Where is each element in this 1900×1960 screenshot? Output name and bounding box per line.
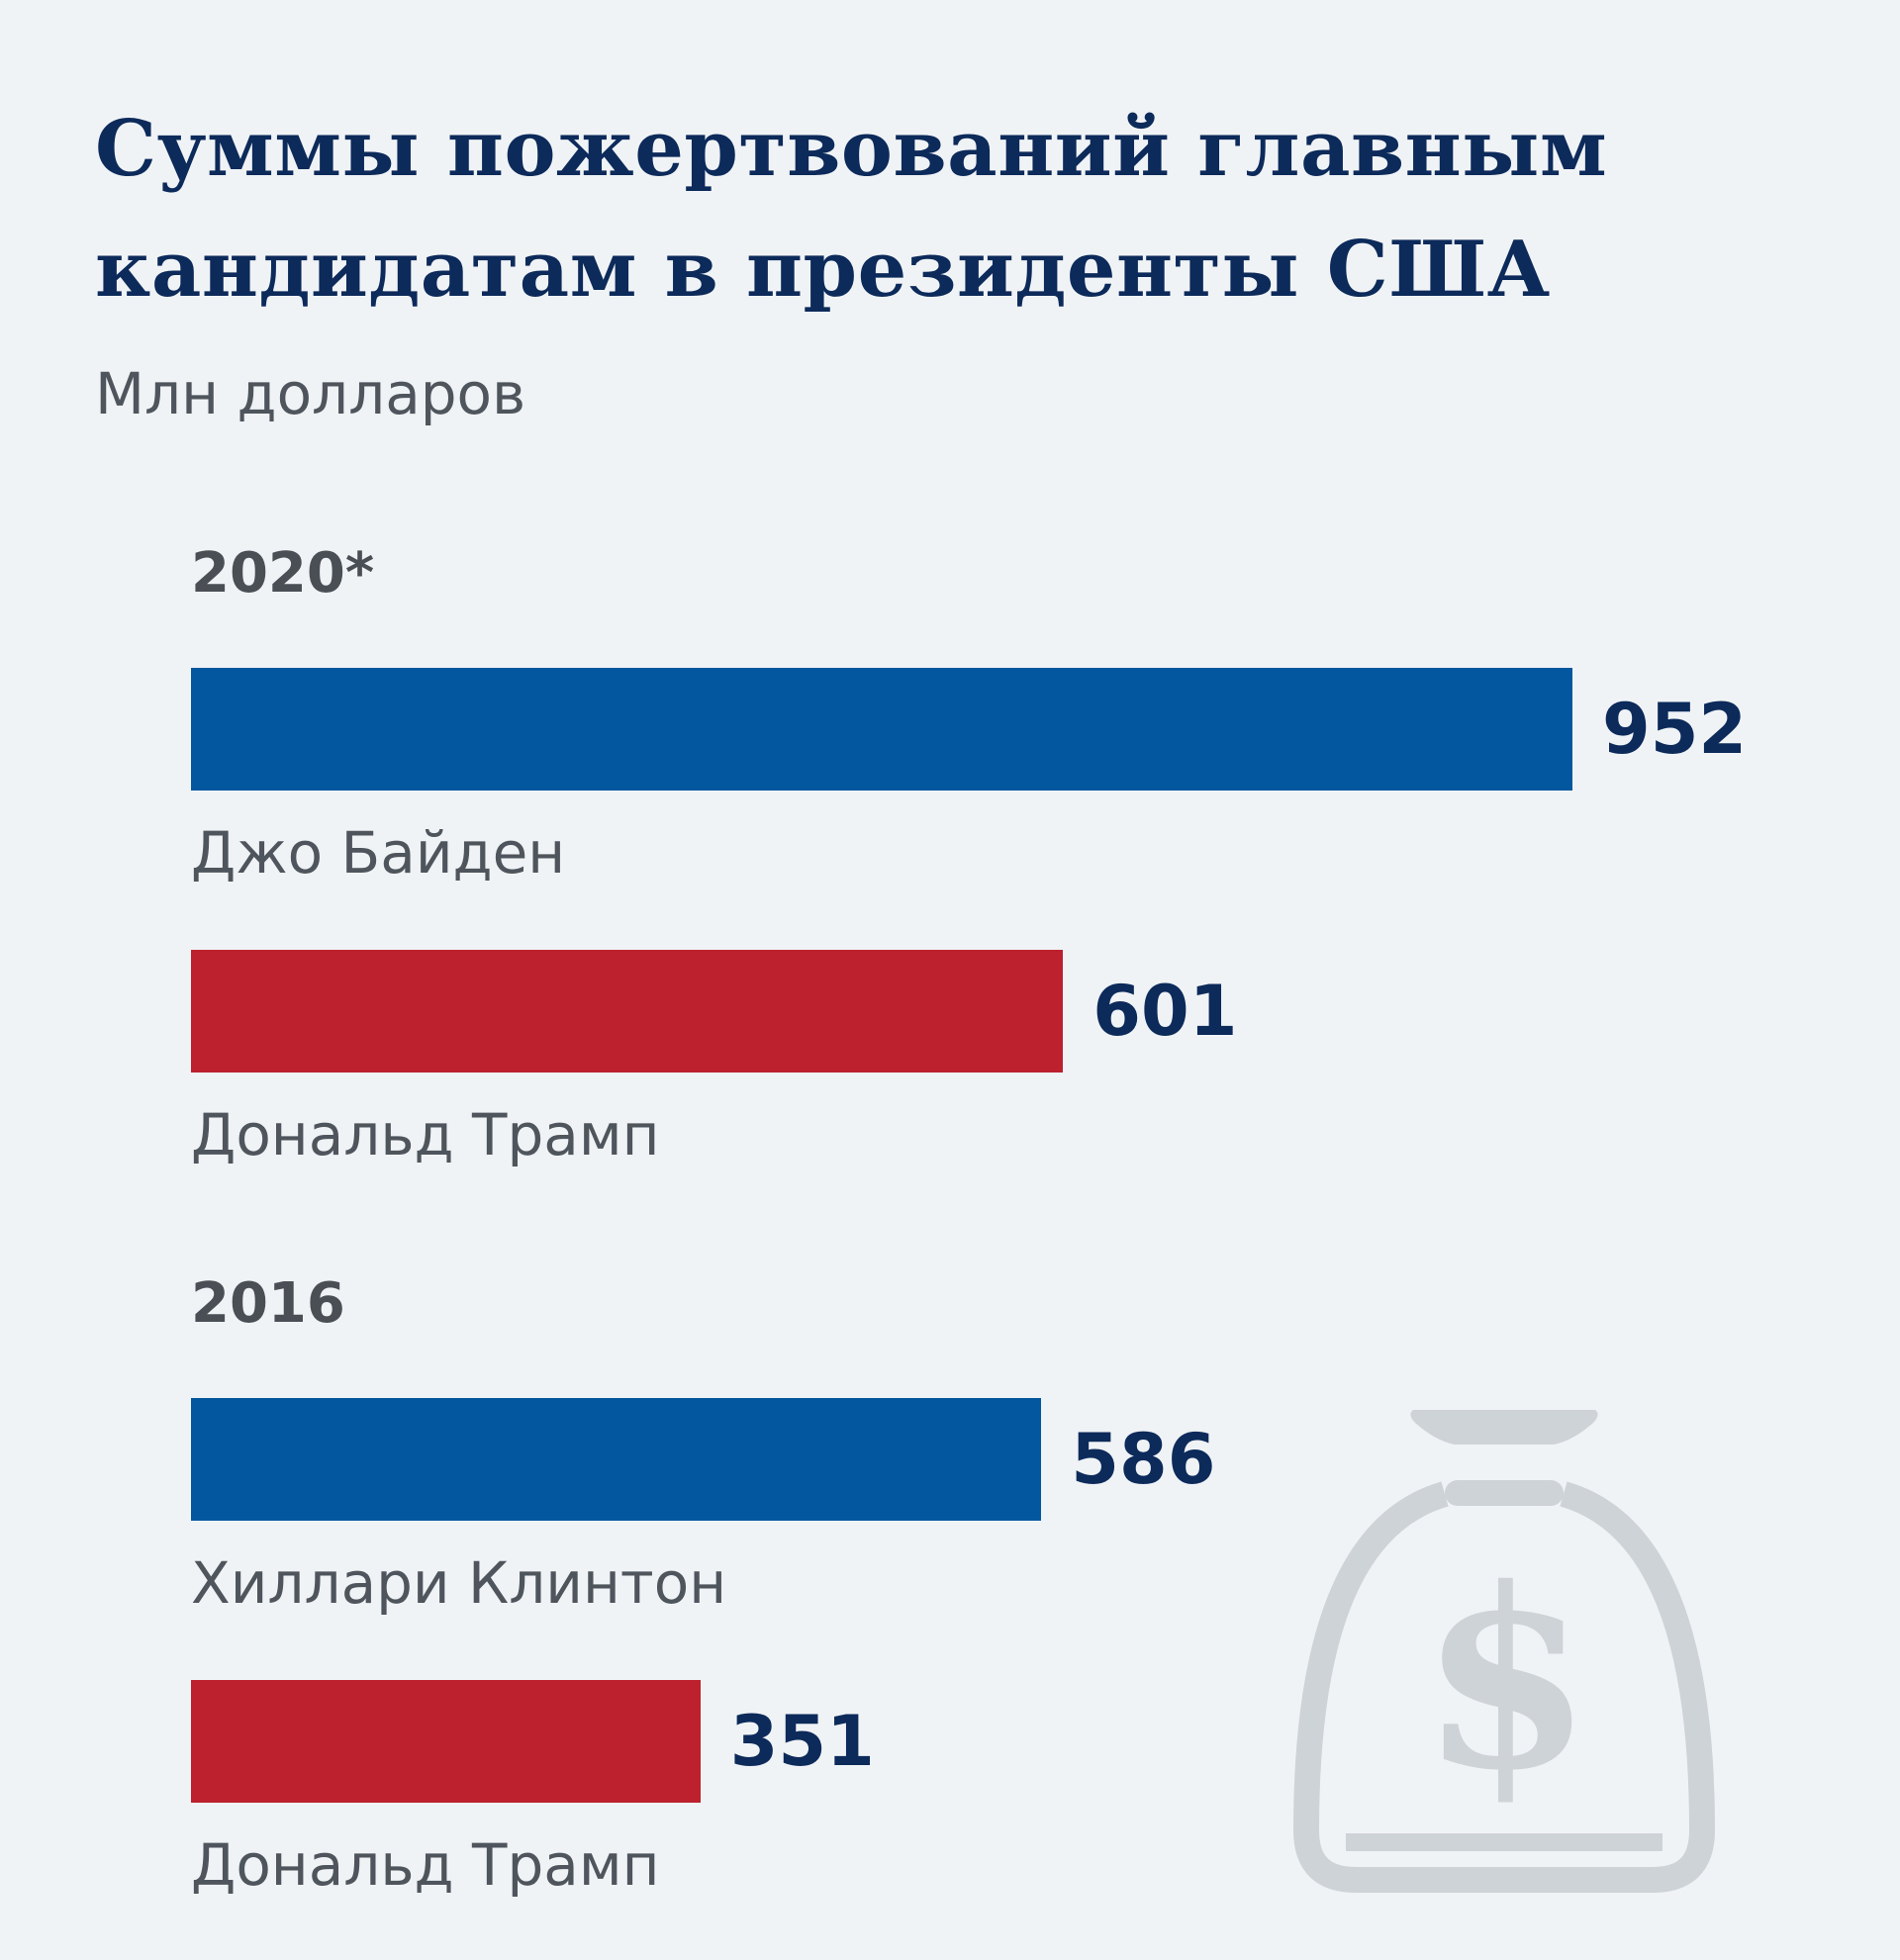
candidate-label: Дональд Трамп [191,1831,660,1899]
candidate-label: Хиллари Клинтон [191,1549,727,1617]
svg-text:$: $ [1420,1534,1592,1824]
chart-title: Суммы пожертвований главным кандидатам в… [95,104,1608,315]
money-bag-dollar-icon: $ [1293,1410,1715,1893]
candidate-label: Джо Байден [191,819,566,887]
bar-value-label: 351 [729,1701,875,1782]
group-label: 2020* [191,541,375,606]
bar-value-label: 586 [1071,1419,1216,1500]
bar-democrat [191,1398,1042,1521]
candidate-label: Дональд Трамп [191,1101,660,1168]
bar-republican [191,1680,701,1803]
group-label: 2016 [191,1271,345,1336]
bar-value-label: 952 [1602,689,1748,770]
bar-republican [191,950,1064,1073]
chart-subtitle: Млн долларов [95,360,526,427]
bar-value-label: 601 [1092,971,1238,1052]
bar-democrat [191,668,1572,791]
